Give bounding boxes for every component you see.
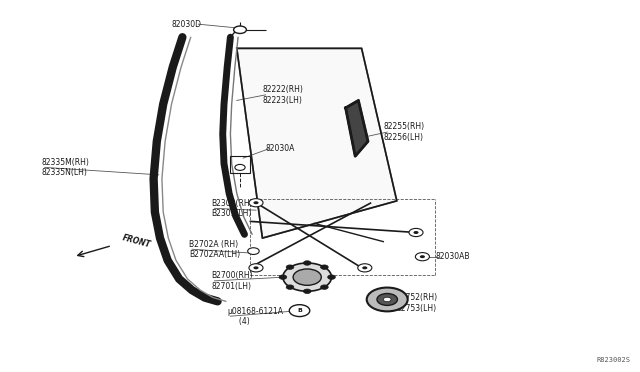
Circle shape: [248, 248, 259, 254]
Circle shape: [286, 265, 294, 269]
Circle shape: [321, 285, 328, 289]
Text: FRONT: FRONT: [122, 234, 152, 250]
Circle shape: [234, 26, 246, 33]
Circle shape: [377, 294, 397, 305]
Circle shape: [321, 265, 328, 269]
Circle shape: [415, 253, 429, 261]
Circle shape: [253, 201, 259, 204]
Circle shape: [283, 263, 332, 291]
Circle shape: [303, 289, 311, 294]
Polygon shape: [346, 100, 368, 156]
Circle shape: [249, 264, 263, 272]
Circle shape: [420, 255, 425, 258]
Circle shape: [383, 297, 391, 302]
Text: 82752(RH)
82753(LH): 82752(RH) 82753(LH): [397, 294, 438, 313]
Text: B: B: [297, 308, 302, 313]
Text: B2300(RH)
B2301(LH): B2300(RH) B2301(LH): [211, 199, 253, 218]
Circle shape: [279, 275, 287, 279]
Text: B2700(RH)
82701(LH): B2700(RH) 82701(LH): [211, 271, 253, 291]
Circle shape: [293, 269, 321, 285]
Circle shape: [249, 199, 263, 207]
Circle shape: [362, 266, 367, 269]
Circle shape: [409, 228, 423, 237]
Polygon shape: [237, 48, 397, 238]
Circle shape: [253, 266, 259, 269]
Circle shape: [289, 305, 310, 317]
Text: 82222(RH)
82223(LH): 82222(RH) 82223(LH): [262, 85, 303, 105]
Circle shape: [328, 275, 335, 279]
Text: 82335M(RH)
82335N(LH): 82335M(RH) 82335N(LH): [42, 158, 90, 177]
Circle shape: [367, 288, 408, 311]
Text: µ08168-6121A
     (4): µ08168-6121A (4): [227, 307, 283, 326]
Circle shape: [286, 285, 294, 289]
Text: 82030D: 82030D: [172, 20, 202, 29]
Circle shape: [303, 261, 311, 265]
Circle shape: [413, 231, 419, 234]
Text: B2702A (RH)
B2702AA(LH): B2702A (RH) B2702AA(LH): [189, 240, 240, 259]
Text: 82030A: 82030A: [266, 144, 295, 153]
Circle shape: [358, 264, 372, 272]
Bar: [230, 156, 250, 173]
Text: 82255(RH)
82256(LH): 82255(RH) 82256(LH): [384, 122, 425, 142]
Text: 82030AB: 82030AB: [435, 252, 470, 261]
Text: R823002S: R823002S: [596, 357, 630, 363]
Circle shape: [235, 164, 245, 170]
